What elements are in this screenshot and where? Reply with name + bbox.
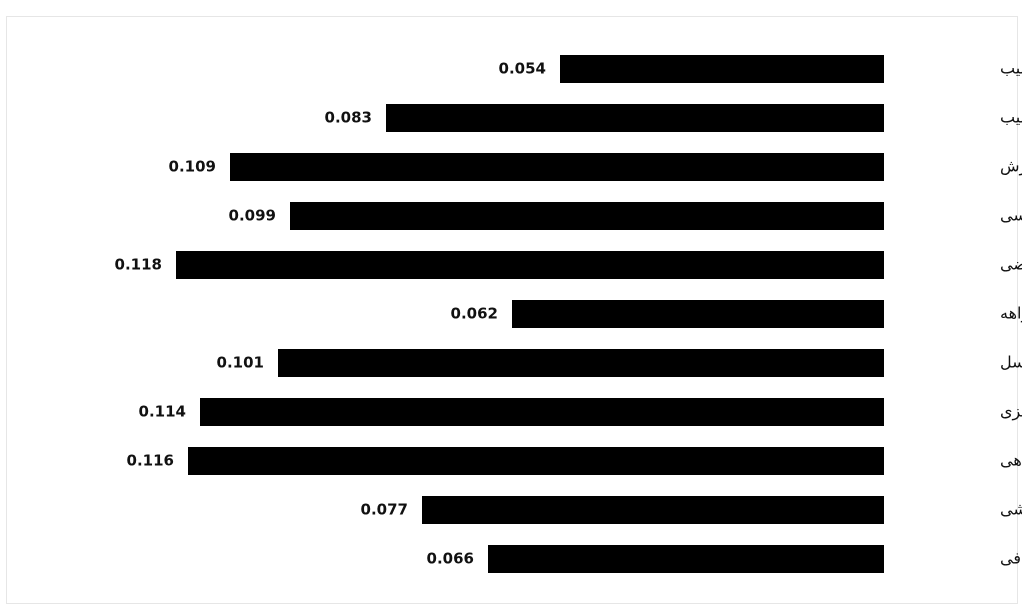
category-label: نقاط لغزشی (1000, 500, 1022, 520)
category-label: زمین‌شناسی (1000, 206, 1022, 226)
category-label: آبراهه (1000, 304, 1022, 324)
bar-value-label: 0.062 (451, 305, 498, 323)
category-label: گسل (1000, 353, 1022, 372)
bar (560, 55, 884, 83)
category-label: شیب (1000, 108, 1022, 127)
bar-value-label: 0.054 (499, 60, 546, 78)
category-label: جهت شیب (1000, 59, 1022, 79)
bar (488, 545, 884, 573)
bar (290, 202, 884, 230)
category-label: پوشش گیاهی (1000, 451, 1022, 471)
bar-value-label: 0.077 (361, 501, 408, 519)
bar (512, 300, 884, 328)
bar (278, 349, 884, 377)
category-label: کاربری اراضی (1000, 255, 1022, 275)
bar (422, 496, 884, 524)
category-labels-layer: جهت شیب شیب بارش زمین‌شناسی کاربری اراضی آبرا… (1000, 59, 1022, 569)
category-label: لرزه خیزی (1000, 402, 1022, 422)
value-labels-layer: 0.054 0.083 0.109 0.099 0.118 0.062 0.101 0.114… (115, 60, 546, 568)
bar-value-label: 0.099 (229, 207, 276, 225)
bar-value-label: 0.083 (325, 109, 372, 127)
bar-value-label: 0.066 (427, 550, 474, 568)
bar (230, 153, 884, 181)
bar (188, 447, 884, 475)
bar (386, 104, 884, 132)
bar-value-label: 0.118 (115, 256, 162, 274)
bar (200, 398, 884, 426)
bar-value-label: 0.101 (217, 354, 264, 372)
category-label: بارش (1000, 157, 1022, 177)
category-label: توپوگرافی (1000, 549, 1022, 569)
bar-value-label: 0.116 (127, 452, 174, 470)
bar-value-label: 0.114 (139, 403, 186, 421)
bar-value-label: 0.109 (169, 158, 216, 176)
bar (176, 251, 884, 279)
bars-layer (176, 55, 884, 573)
